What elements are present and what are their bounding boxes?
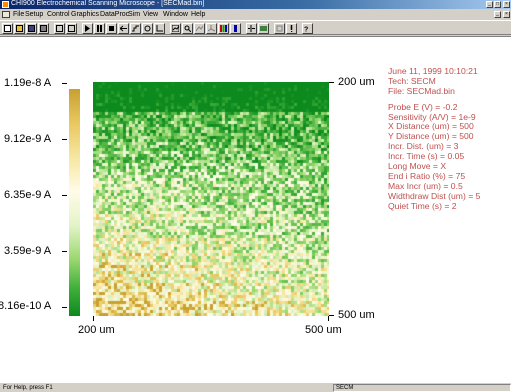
toolbar: ? xyxy=(0,20,511,35)
info-file: File: SECMad.bin xyxy=(388,85,455,96)
menu-bar: File Setup Control Graphics DataProc Sim… xyxy=(0,9,511,20)
status-help-text: For Help, press F1 xyxy=(3,385,53,391)
menu-sim[interactable]: Sim xyxy=(128,11,141,18)
document-view: 1.19e-8 A 9.12e-9 A 6.35e-9 A 3.59e-9 A … xyxy=(0,36,511,382)
info-date: June 11, 1999 10:10:21 xyxy=(388,66,478,76)
info-param: Incr. Dist. (um) = 3 xyxy=(388,141,459,152)
info-param: Y Distance (um) = 500 xyxy=(388,131,474,142)
overlay-icon[interactable] xyxy=(194,23,205,34)
new-file-icon[interactable] xyxy=(2,23,13,34)
exclamation-icon[interactable] xyxy=(286,23,297,34)
save-icon[interactable] xyxy=(26,23,37,34)
zoom-icon[interactable] xyxy=(170,23,181,34)
info-param: Widthdraw Dist (um) = 5 xyxy=(388,190,481,201)
svg-text:?: ? xyxy=(304,27,308,33)
x-axis-label-right: 500 um xyxy=(305,324,342,336)
graph-icon[interactable] xyxy=(154,23,165,34)
doc-close-button[interactable]: × xyxy=(503,11,510,18)
y-axis-label-top: 200 um xyxy=(338,76,375,88)
maximize-button[interactable]: □ xyxy=(494,1,501,8)
info-param: Sensitivity (A/V) = 1e-9 xyxy=(388,111,476,122)
x-axis-label-left: 200 um xyxy=(78,324,115,336)
menu-control[interactable]: Control xyxy=(47,11,70,18)
cell-icon[interactable] xyxy=(54,23,65,34)
info-param: Incr. Time (s) = 0.05 xyxy=(388,151,465,162)
y-axis-tick-bottom xyxy=(329,315,334,316)
y-axis-label-bottom: 500 um xyxy=(338,309,375,321)
print-icon[interactable] xyxy=(38,23,49,34)
status-bar: For Help, press F1 SECM xyxy=(0,382,511,392)
app-icon xyxy=(2,1,9,8)
probe-icon[interactable] xyxy=(142,23,153,34)
title-bar[interactable]: CHI900 Electrochemical Scanning Microsco… xyxy=(0,0,511,9)
help-icon[interactable]: ? xyxy=(302,23,313,34)
info-tech: Tech: SECM xyxy=(388,75,436,86)
colorbar-tick xyxy=(62,195,67,196)
menu-window[interactable]: Window xyxy=(163,11,188,18)
text-icon[interactable] xyxy=(66,23,77,34)
magnify-icon[interactable] xyxy=(182,23,193,34)
experiment-info-panel: June 11, 1999 10:10:21 Tech: SECM File: … xyxy=(388,66,481,211)
document-menu-icon[interactable] xyxy=(2,11,10,18)
open-folder-icon[interactable] xyxy=(14,23,25,34)
doc-minimize-button[interactable]: _ xyxy=(494,11,501,18)
colorbar xyxy=(69,89,80,316)
colorbar-tick xyxy=(62,139,67,140)
colorbar-label-max: 1.19e-8 A xyxy=(4,77,52,89)
status-pane: SECM xyxy=(333,384,511,392)
x-axis-tick-right xyxy=(328,316,329,321)
pause-icon[interactable] xyxy=(94,23,105,34)
parameter-icon[interactable] xyxy=(258,23,269,34)
menu-file[interactable]: File xyxy=(13,11,25,18)
close-button[interactable]: × xyxy=(503,1,510,8)
colorbar-label-2: 9.12e-9 A xyxy=(4,133,52,145)
step-icon[interactable] xyxy=(130,23,141,34)
info-param: End i Ratio (%) = 75 xyxy=(388,170,466,181)
reverse-icon[interactable] xyxy=(118,23,129,34)
menu-graphics[interactable]: Graphics xyxy=(71,11,100,18)
info-param: Long Move = X xyxy=(388,161,447,172)
colorbar-label-3: 6.35e-9 A xyxy=(4,189,52,201)
peak-icon[interactable] xyxy=(230,23,241,34)
minimize-button[interactable]: _ xyxy=(486,1,493,8)
colorbar-tick xyxy=(62,83,67,84)
info-param: Max Incr (um) = 0.5 xyxy=(388,180,463,191)
info-param: X Distance (um) = 500 xyxy=(388,121,474,132)
run-icon[interactable] xyxy=(82,23,93,34)
menu-view[interactable]: View xyxy=(143,11,159,18)
colorbar-tick xyxy=(62,251,67,252)
3d-icon[interactable] xyxy=(206,23,217,34)
x-axis-tick-left xyxy=(93,316,94,321)
info-icon[interactable] xyxy=(274,23,285,34)
stop-icon[interactable] xyxy=(106,23,117,34)
y-axis-tick-top xyxy=(329,82,334,83)
colorbar-label-4: 3.59e-9 A xyxy=(4,245,52,257)
colorbar-label-min: 8.16e-10 A xyxy=(0,300,52,312)
info-param: Probe E (V) = -0.2 xyxy=(388,101,458,112)
setup-icon[interactable] xyxy=(246,23,257,34)
window-title: CHI900 Electrochemical Scanning Microsco… xyxy=(11,0,205,7)
info-param: Quiet Time (s) = 2 xyxy=(388,200,457,211)
secm-heatmap[interactable] xyxy=(93,82,329,316)
menu-setup[interactable]: Setup xyxy=(25,11,44,18)
menu-help[interactable]: Help xyxy=(191,11,206,18)
menu-dataproc[interactable]: DataProc xyxy=(100,11,130,18)
color-bar-icon[interactable] xyxy=(218,23,229,34)
colorbar-tick xyxy=(62,307,67,308)
